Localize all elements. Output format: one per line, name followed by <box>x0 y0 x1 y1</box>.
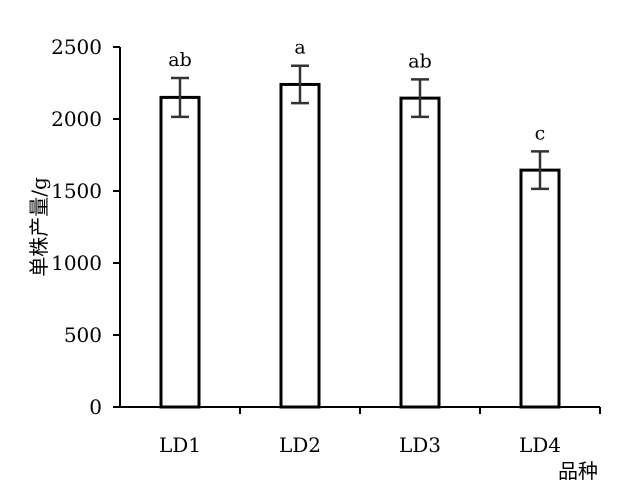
y-tick-label: 2500 <box>51 35 102 59</box>
significance-label: c <box>535 122 546 144</box>
x-tick-label: LD1 <box>159 433 201 457</box>
bar-ld3 <box>399 96 441 409</box>
y-tick-label: 1500 <box>51 179 102 203</box>
error-bars <box>171 64 549 191</box>
bar-ld2 <box>279 82 321 409</box>
significance-labels: ab a ab c <box>168 37 545 145</box>
significance-label: a <box>294 37 305 59</box>
x-tick-label: LD3 <box>399 433 441 457</box>
significance-label: ab <box>168 49 192 71</box>
y-tick-label: 500 <box>64 323 102 347</box>
bar-ld4 <box>519 168 561 409</box>
x-tick-label: LD2 <box>279 433 321 457</box>
significance-label: ab <box>408 50 432 72</box>
y-tick-label: 0 <box>89 395 102 419</box>
bar-ld1 <box>159 95 201 409</box>
y-axis-ticks: 0 500 1000 1500 2000 2500 <box>51 35 120 419</box>
y-tick-label: 2000 <box>51 107 102 131</box>
x-tick-label: LD4 <box>519 433 561 457</box>
bars <box>159 82 561 409</box>
y-tick-label: 1000 <box>51 251 102 275</box>
x-axis-title: 品种 <box>558 459 598 483</box>
y-axis-title: 单株产量/g <box>27 177 51 277</box>
x-axis-ticks: LD1 LD2 LD3 LD4 <box>159 407 601 457</box>
